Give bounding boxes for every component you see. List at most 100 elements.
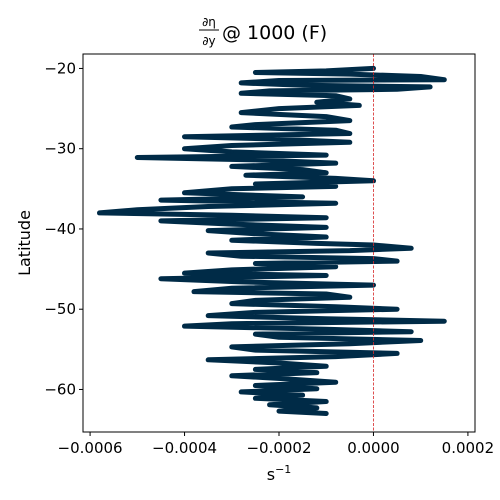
data-point	[315, 386, 319, 391]
data-point	[159, 198, 163, 202]
data-point	[253, 383, 258, 388]
data-point	[253, 70, 258, 75]
data-point	[409, 246, 414, 250]
data-point	[333, 305, 338, 309]
data-point	[357, 103, 362, 108]
title-denominator: ∂y	[202, 34, 215, 48]
data-point	[253, 348, 258, 352]
data-point	[230, 286, 234, 291]
data-point	[333, 380, 338, 385]
data-point	[333, 184, 338, 189]
data-point	[277, 78, 281, 83]
data-point	[230, 268, 234, 272]
x-tick-label: 0.0002	[442, 439, 495, 457]
data-point	[324, 114, 329, 119]
y-tick-label: −30	[44, 140, 76, 158]
data-point	[324, 171, 329, 175]
data-point	[442, 319, 447, 324]
x-tick-label: 0.0000	[347, 439, 400, 457]
data-point	[395, 351, 399, 356]
data-point	[315, 406, 319, 410]
data-point	[395, 259, 399, 263]
data-point	[324, 364, 329, 369]
data-point	[315, 370, 319, 375]
data-point	[230, 187, 234, 191]
data-point	[300, 83, 305, 88]
data-point	[348, 118, 352, 123]
data-point	[348, 97, 352, 101]
data-point	[324, 273, 329, 278]
data-point	[348, 140, 352, 145]
y-axis-label: Latitude	[15, 210, 34, 276]
data-point	[230, 321, 234, 326]
data-point	[206, 313, 210, 318]
data-point	[267, 89, 272, 93]
y-tick-label: −20	[44, 59, 76, 77]
data-point	[239, 81, 243, 85]
data-point	[230, 238, 234, 242]
data-point	[135, 207, 140, 212]
data-point	[253, 332, 258, 336]
data-point	[206, 228, 210, 233]
data-point	[333, 128, 338, 132]
data-point	[348, 295, 352, 300]
data-point	[442, 77, 447, 82]
data-point	[315, 241, 319, 246]
data-point	[324, 235, 329, 239]
data-point	[324, 153, 329, 157]
data-point	[239, 254, 243, 258]
data-point	[159, 219, 163, 223]
data-point	[192, 289, 196, 294]
data-point	[300, 167, 305, 172]
data-point	[333, 264, 338, 269]
data-point	[324, 69, 329, 73]
data-point	[300, 393, 305, 397]
data-point	[253, 367, 258, 372]
data-point	[239, 280, 243, 284]
data-point	[244, 173, 248, 177]
data-point	[230, 222, 234, 226]
data-point	[230, 374, 234, 378]
data-point	[315, 100, 319, 104]
data-point	[418, 74, 423, 79]
data-point	[253, 310, 258, 315]
data-point	[182, 134, 187, 139]
x-tick-label: −0.0004	[152, 439, 217, 457]
x-axis-label: s−1	[267, 463, 292, 484]
data-point	[324, 399, 329, 404]
data-point	[324, 317, 329, 321]
data-point	[324, 411, 329, 416]
data-point	[348, 248, 352, 253]
x-tick-label: −0.0002	[246, 439, 311, 457]
data-point	[135, 155, 140, 160]
data-point	[333, 161, 338, 165]
data-point	[159, 276, 163, 281]
y-tick-label: −60	[44, 380, 76, 398]
data-point	[206, 204, 210, 209]
data-point	[348, 72, 352, 76]
data-point	[277, 409, 281, 413]
data-point	[324, 327, 329, 332]
data-point	[182, 146, 187, 151]
data-point	[206, 358, 210, 362]
y-tick-label: −50	[44, 300, 76, 318]
data-point	[253, 182, 258, 186]
y-axis-ticks: −20 −30 −40 −50 −60	[44, 59, 83, 398]
data-point	[230, 301, 234, 306]
x-tick-label: −0.0006	[58, 439, 123, 457]
data-point	[333, 354, 338, 359]
data-point	[324, 215, 329, 220]
data-point	[277, 361, 281, 365]
y-tick-label: −40	[44, 220, 76, 238]
data-point	[97, 211, 102, 215]
data-point	[253, 396, 258, 401]
data-point	[395, 87, 399, 92]
data-point	[253, 232, 258, 236]
data-point	[230, 213, 234, 218]
data-point	[348, 341, 352, 346]
data-point	[253, 298, 258, 303]
data-point	[253, 122, 258, 127]
data-point	[230, 143, 234, 148]
data-point	[333, 201, 338, 206]
